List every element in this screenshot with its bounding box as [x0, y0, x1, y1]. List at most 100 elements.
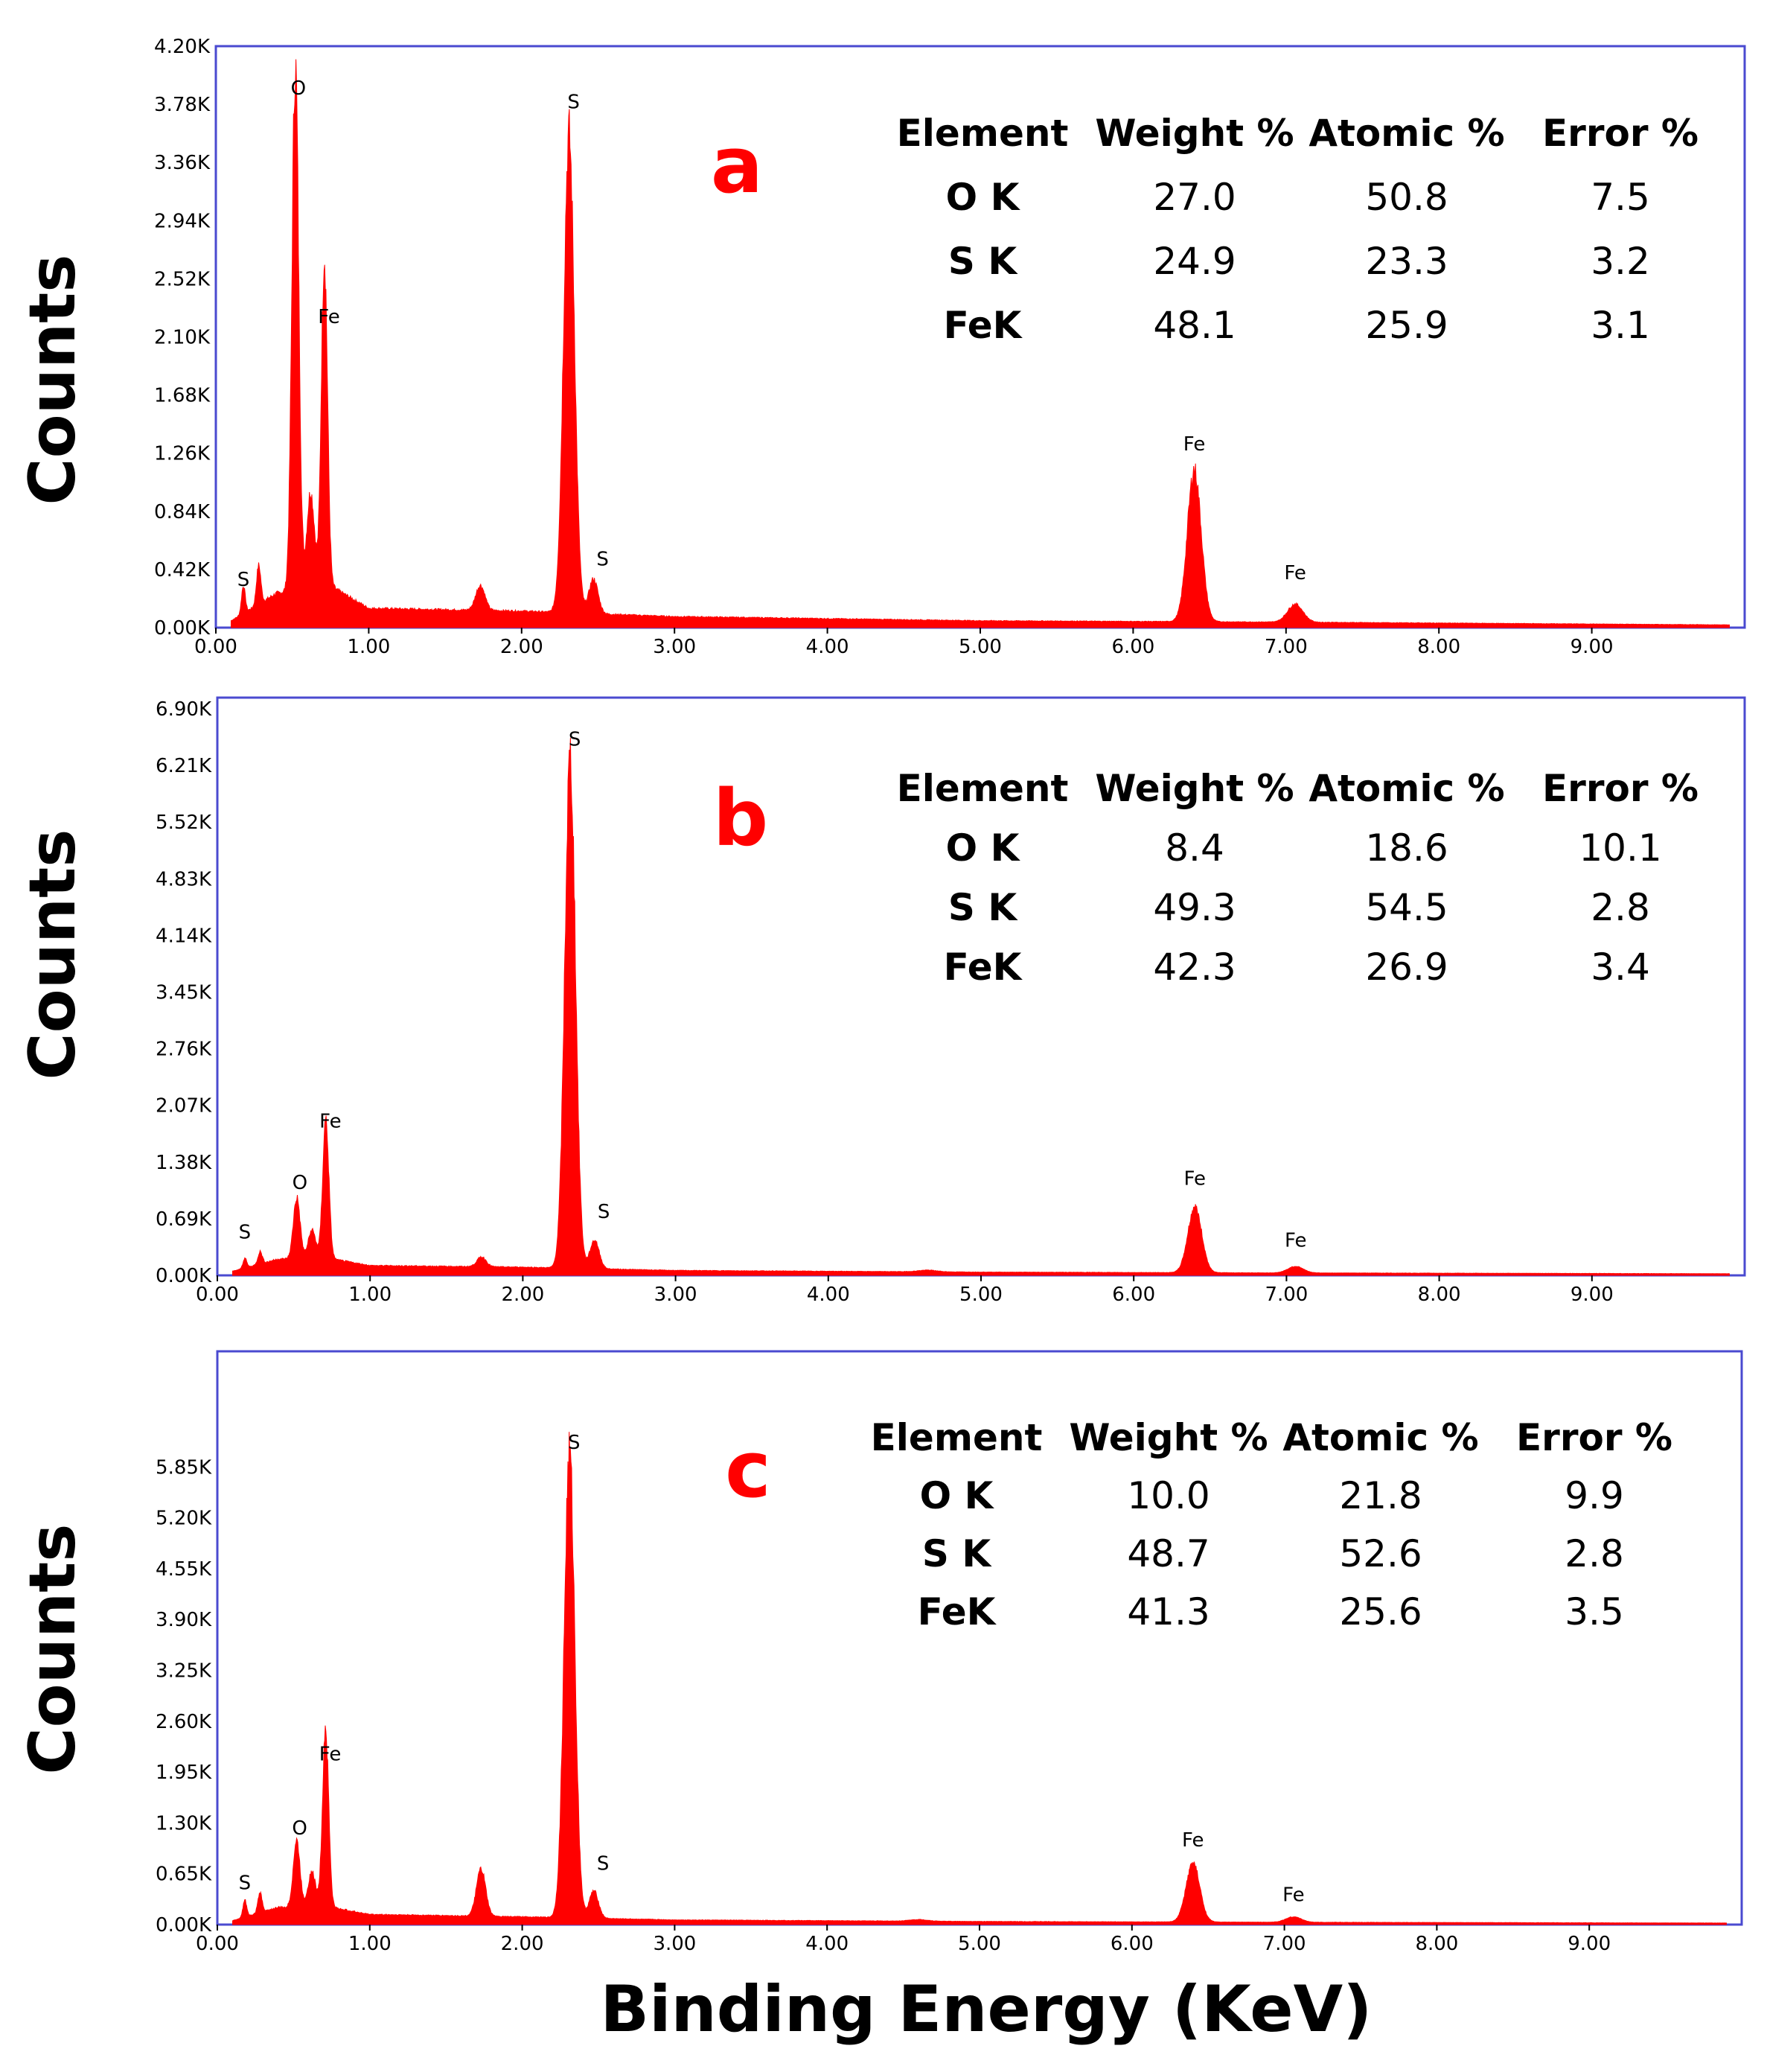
- peak-label: Fe: [1282, 1884, 1305, 1906]
- y-tick-label: 6.90K: [156, 698, 212, 721]
- x-tick-label: 2.00: [500, 636, 543, 658]
- x-tick-label: 1.00: [348, 1284, 392, 1306]
- table-header: Weight %: [1069, 1416, 1268, 1459]
- table-value-cell: 2.8: [1591, 886, 1650, 929]
- y-tick-label: 4.55K: [156, 1558, 212, 1581]
- y-tick-label: 3.45K: [156, 982, 212, 1004]
- x-tick-label: 9.00: [1571, 636, 1614, 658]
- y-axis-label: Counts: [16, 255, 90, 506]
- peak-label: S: [567, 92, 580, 114]
- peak-label: Fe: [1285, 1229, 1307, 1252]
- table-header: Element: [897, 767, 1069, 810]
- x-tick-label: 4.00: [805, 1933, 849, 1955]
- table-value-cell: 3.5: [1565, 1590, 1624, 1633]
- table-value-cell: 48.1: [1153, 304, 1236, 347]
- y-tick-label: 3.36K: [154, 152, 211, 174]
- panel-letter: c: [725, 1424, 771, 1515]
- y-tick-label: 5.85K: [156, 1456, 212, 1479]
- x-tick-label: 0.00: [196, 1933, 239, 1955]
- table-value-cell: 50.8: [1365, 176, 1448, 219]
- peak-label: S: [596, 548, 609, 570]
- y-tick-label: 3.90K: [156, 1609, 212, 1631]
- x-tick-label: 6.00: [1111, 636, 1154, 658]
- chart-panel-c: 0.00 1.00 2.00 3.00 4.00 5.00 6.00 7.00 8.00 9.00…: [16, 1350, 1743, 1955]
- peak-label: O: [293, 1172, 307, 1194]
- table-value-cell: 3.4: [1591, 946, 1650, 989]
- peak-label: S: [237, 569, 250, 591]
- table-value-cell: 25.9: [1365, 304, 1448, 347]
- y-tick-label: 0.00K: [154, 617, 211, 640]
- table-value-cell: 41.3: [1127, 1590, 1210, 1633]
- table-value-cell: 3.1: [1591, 304, 1650, 347]
- chart-panel-b: 0.00 1.00 2.00 3.00 4.00 5.00 6.00 7.00 8.00 9.00…: [16, 696, 1746, 1306]
- y-tick-label: 0.69K: [156, 1208, 212, 1231]
- x-tick-label: 8.00: [1415, 1933, 1458, 1955]
- peak-label: S: [239, 1221, 252, 1243]
- x-tick-label: 2.00: [501, 1284, 544, 1306]
- x-tick-label: 1.00: [347, 636, 390, 658]
- y-tick-label: 3.25K: [156, 1660, 212, 1683]
- y-tick-label: 1.30K: [156, 1812, 212, 1834]
- panel-letter: a: [711, 120, 763, 211]
- peak-label: S: [597, 1852, 610, 1875]
- table-value-cell: 21.8: [1339, 1474, 1422, 1517]
- x-tick-label: 3.00: [653, 636, 696, 658]
- y-tick-label: 2.52K: [154, 268, 211, 290]
- y-tick-label: 5.20K: [156, 1508, 212, 1530]
- table-header: Weight %: [1095, 112, 1294, 155]
- y-tick-label: 1.26K: [154, 443, 211, 465]
- peak-label: Fe: [319, 1743, 342, 1765]
- x-tick-label: 3.00: [654, 1284, 697, 1306]
- table-header: Atomic %: [1309, 767, 1504, 810]
- table-value-cell: 2.8: [1565, 1532, 1624, 1575]
- peak-label: Fe: [318, 306, 340, 328]
- table-value-cell: 42.3: [1153, 946, 1236, 989]
- panels: 0.00 1.00 2.00 3.00 4.00 5.00 6.00 7.00 8.00 9.00…: [16, 36, 1746, 1955]
- table-header: Error %: [1516, 1416, 1672, 1459]
- table-value-cell: 49.3: [1153, 886, 1236, 929]
- y-tick-label: 1.95K: [156, 1762, 212, 1784]
- table-value-cell: 18.6: [1365, 826, 1448, 870]
- table-value-cell: 8.4: [1165, 826, 1224, 870]
- table-element-cell: S K: [948, 886, 1018, 929]
- x-tick-label: 7.00: [1265, 636, 1308, 658]
- y-tick-label: 2.07K: [156, 1095, 212, 1118]
- table-value-cell: 52.6: [1339, 1532, 1422, 1575]
- table-value-cell: 3.2: [1591, 240, 1650, 283]
- table-value-cell: 54.5: [1365, 886, 1448, 929]
- table-value-cell: 23.3: [1365, 240, 1448, 283]
- peak-label: O: [292, 1817, 307, 1840]
- spectrum-area: [232, 738, 1730, 1276]
- peak-label: Fe: [1182, 1829, 1204, 1852]
- table-element-cell: O K: [946, 176, 1021, 219]
- y-tick-label: 4.14K: [156, 925, 212, 947]
- peak-label: Fe: [319, 1110, 342, 1132]
- x-tick-label: 7.00: [1263, 1933, 1306, 1955]
- chart-panel-a: 0.00 1.00 2.00 3.00 4.00 5.00 6.00 7.00 8.00 9.00…: [16, 36, 1746, 658]
- peak-label: S: [598, 1201, 610, 1223]
- peak-label: Fe: [1183, 433, 1206, 456]
- x-tick-label: 2.00: [501, 1933, 544, 1955]
- y-tick-label: 3.78K: [154, 94, 211, 116]
- x-tick-label: 9.00: [1568, 1933, 1611, 1955]
- y-tick-label: 0.00K: [156, 1914, 212, 1936]
- y-tick-label: 2.60K: [156, 1711, 212, 1733]
- table-value-cell: 10.1: [1579, 826, 1661, 870]
- x-tick-label: 6.00: [1112, 1284, 1155, 1306]
- composition-table: Element Weight % Atomic % Error % O K 8.4 18.6…: [897, 767, 1699, 989]
- table-header: Error %: [1542, 112, 1699, 155]
- table-value-cell: 26.9: [1365, 946, 1448, 989]
- y-tick-label: 0.84K: [154, 501, 211, 523]
- table-value-cell: 10.0: [1127, 1474, 1210, 1517]
- spectrum-area: [232, 1432, 1727, 1925]
- y-tick-label: 5.52K: [156, 812, 212, 834]
- x-tick-label: 5.00: [958, 1933, 1001, 1955]
- table-element-cell: FeK: [944, 304, 1023, 347]
- x-tick-label: 6.00: [1111, 1933, 1154, 1955]
- y-axis-label: Counts: [16, 1524, 90, 1775]
- table-header: Element: [871, 1416, 1043, 1459]
- y-tick-label: 0.65K: [156, 1864, 212, 1886]
- table-header: Element: [897, 112, 1069, 155]
- table-element-cell: FeK: [944, 946, 1023, 989]
- y-tick-label: 2.94K: [154, 210, 211, 232]
